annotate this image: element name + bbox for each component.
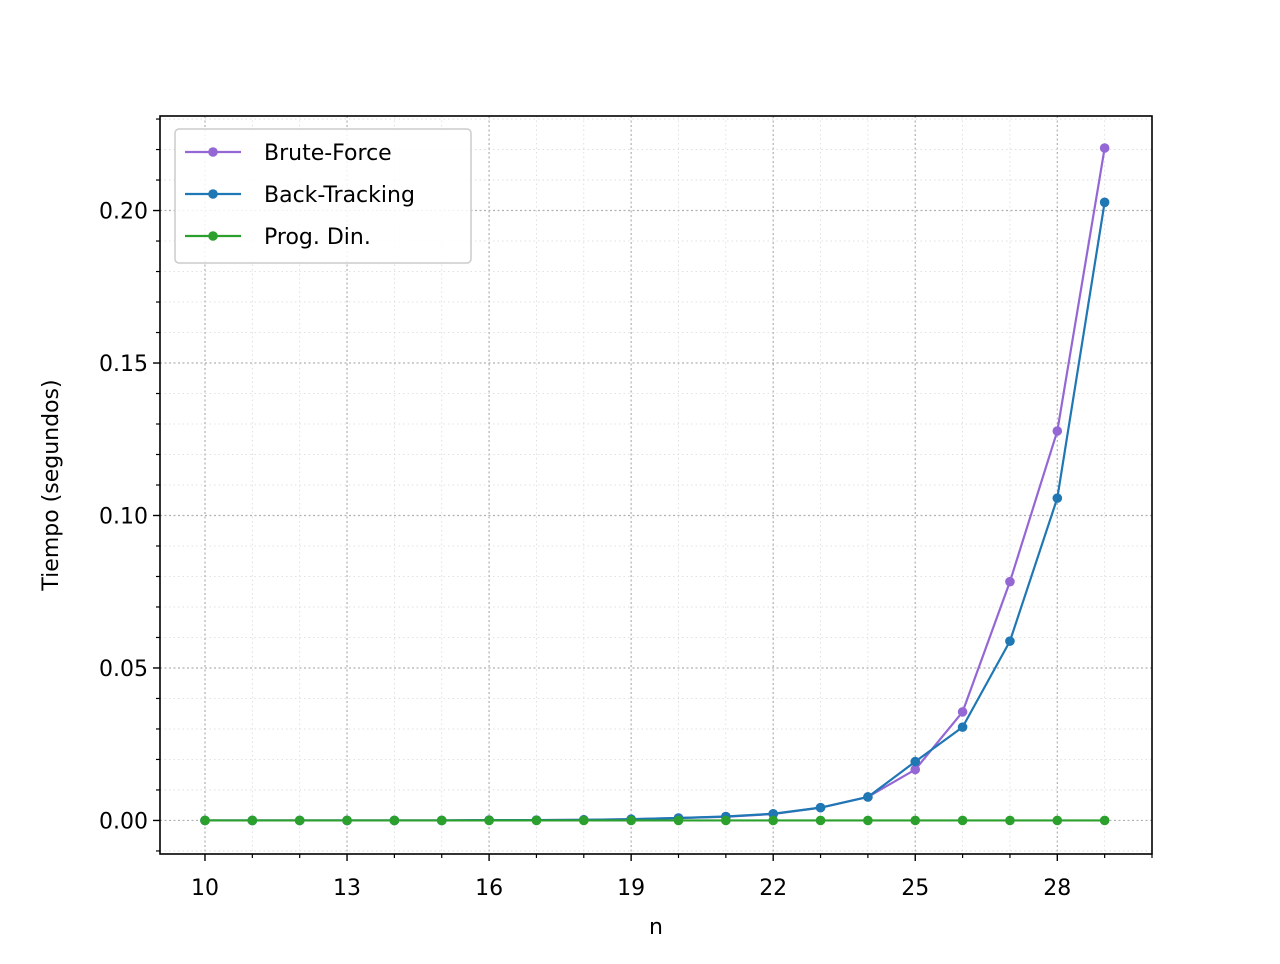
legend: Brute-Force Back-Tracking Prog. Din. (174, 128, 472, 264)
x-axis-label: n (649, 915, 663, 940)
data-point (578, 815, 589, 826)
x-tick-label: 16 (475, 876, 503, 901)
data-point (673, 815, 684, 826)
data-point (863, 815, 873, 826)
data-point (1099, 143, 1110, 153)
data-point (342, 815, 352, 826)
data-point (200, 815, 210, 826)
legend-item: Prog. Din. (185, 225, 371, 250)
data-point (626, 815, 636, 826)
legend-box (174, 128, 472, 264)
data-point (531, 815, 542, 826)
data-point (957, 707, 968, 717)
x-tick-label: 25 (901, 876, 929, 901)
x-tick-label: 22 (759, 876, 787, 901)
x-tick-label: 13 (333, 876, 361, 901)
data-point (957, 722, 968, 732)
legend-item: Back-Tracking (185, 183, 415, 208)
data-point (1052, 426, 1063, 436)
data-point (768, 815, 778, 826)
axis-ticks: 10 13 16 19 22 25 28 0.00 0.05 0.10 0.15 0.20 (99, 118, 1153, 901)
legend-label: Prog. Din. (264, 225, 371, 250)
data-point (910, 815, 921, 826)
legend-marker (208, 189, 218, 199)
data-point (910, 764, 921, 775)
data-point (1052, 493, 1063, 503)
legend-label: Back-Tracking (264, 183, 415, 208)
series-layer (200, 143, 1110, 826)
x-tick-label: 10 (191, 876, 219, 901)
data-point (436, 815, 447, 826)
data-point (389, 815, 400, 826)
y-tick-label: 0.15 (99, 352, 148, 377)
data-point (957, 815, 968, 826)
x-tick-label: 28 (1043, 876, 1071, 901)
series-prog-din (200, 815, 1110, 826)
data-point (1005, 636, 1015, 646)
data-point (484, 815, 494, 826)
series-line (204, 202, 1106, 822)
y-tick-label: 0.10 (99, 504, 148, 529)
data-point (815, 802, 826, 813)
data-point (1005, 815, 1015, 826)
data-point (247, 815, 258, 826)
data-point (294, 815, 305, 826)
data-point (1052, 815, 1063, 826)
x-tick-label: 19 (617, 876, 645, 901)
legend-label: Brute-Force (264, 141, 392, 166)
minor-grid (160, 116, 1153, 854)
data-point (721, 815, 731, 826)
data-point (1005, 576, 1015, 587)
y-tick-label: 0.05 (99, 657, 148, 682)
y-tick-label: 0.20 (99, 200, 148, 225)
legend-marker (208, 147, 218, 157)
legend-item: Brute-Force (185, 141, 392, 166)
data-point (863, 792, 873, 802)
data-point (1099, 197, 1110, 208)
y-tick-label: 0.00 (99, 809, 148, 834)
data-point (1099, 815, 1110, 826)
data-point (910, 756, 921, 767)
data-point (815, 815, 826, 826)
data-point (768, 808, 778, 819)
series-back-tracking (200, 197, 1110, 826)
legend-marker (208, 231, 218, 241)
y-axis-label: Tiempo (segundos) (39, 379, 64, 591)
